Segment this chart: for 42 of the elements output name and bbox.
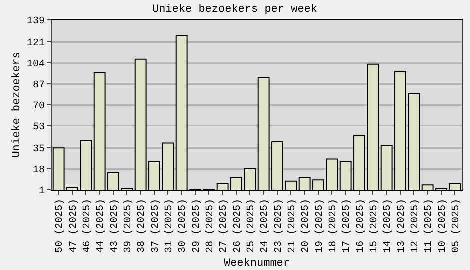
x-tick-label: 46 (2025): [81, 199, 94, 254]
x-tick-label: 21 (2025): [286, 199, 298, 254]
y-tick-label: 18: [32, 166, 45, 177]
y-tick-label: 104: [26, 60, 45, 71]
x-tick-label: 27 (2025): [218, 199, 230, 254]
y-tick-label: 87: [32, 80, 45, 92]
y-axis-title: Unieke bezoekers: [12, 52, 24, 158]
x-tick-label: 05 (2025): [450, 199, 462, 254]
x-tick-label: 18 (2025): [327, 199, 340, 254]
x-axis-title: Weeknummer: [224, 258, 290, 270]
x-tick-label: 14 (2025): [382, 199, 394, 254]
x-tick-label: 25 (2025): [245, 199, 258, 254]
x-tick-label: 20 (2025): [300, 199, 312, 254]
y-tick-label: 53: [32, 122, 45, 134]
x-tick-label: 31 (2025): [163, 199, 176, 254]
x-tick-label: 16 (2025): [354, 199, 367, 254]
x-tick-label: 50 (2025): [54, 199, 66, 254]
x-tick-label: 19 (2025): [314, 199, 326, 254]
x-tick-label: 39 (2025): [122, 199, 134, 254]
x-tick-label: 24 (2025): [259, 199, 272, 254]
y-tick-label: 121: [26, 38, 45, 50]
y-tick-label: 35: [32, 144, 45, 156]
x-tick-label: 13 (2025): [396, 199, 408, 254]
x-tick-label: 26 (2025): [232, 199, 244, 254]
x-tick-label: 11 (2025): [423, 199, 436, 254]
x-tick-label: 37 (2025): [150, 199, 162, 254]
x-tick-label: 30 (2025): [177, 199, 190, 254]
x-tick-label: 17 (2025): [341, 199, 354, 254]
x-tick-label: 38 (2025): [136, 199, 148, 254]
x-tick-label: 12 (2025): [409, 199, 422, 254]
y-tick-label: 1: [38, 186, 45, 198]
x-tick-label: 28 (2025): [204, 199, 216, 254]
x-tick-label: 29 (2025): [190, 199, 203, 254]
x-tick-label: 15 (2025): [368, 199, 380, 254]
x-tick-label: 47 (2025): [68, 199, 80, 254]
x-tick-label: 23 (2025): [272, 199, 285, 254]
y-tick-label: 70: [32, 102, 45, 112]
chart-title: Unieke bezoekers per week: [152, 4, 318, 16]
y-tick-label: 139: [26, 16, 45, 28]
x-tick-label: 43 (2025): [108, 199, 121, 254]
x-tick-label: 10 (2025): [436, 199, 449, 254]
x-tick-label: 44 (2025): [95, 199, 108, 254]
